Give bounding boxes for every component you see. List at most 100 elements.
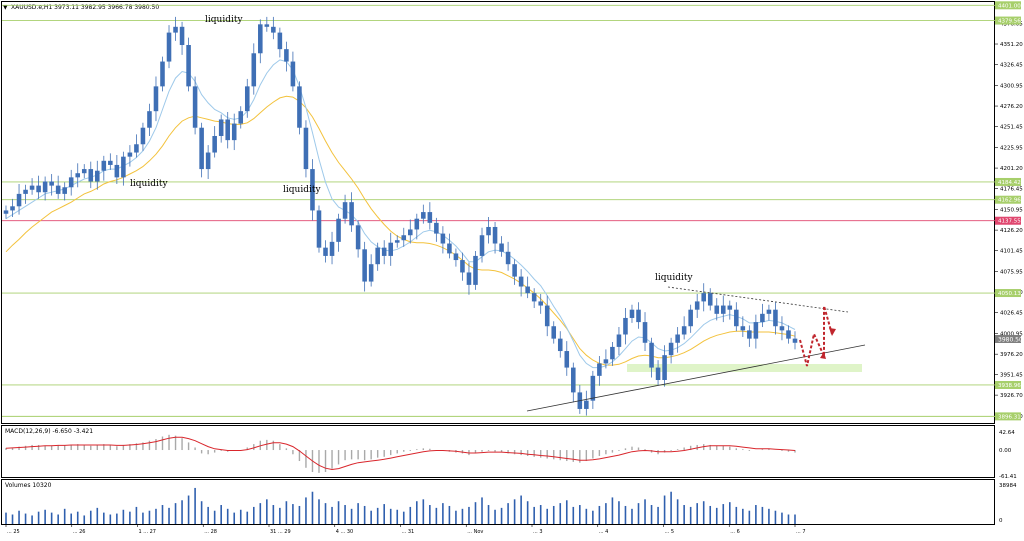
time-tick-label: ... 25 [7,529,20,535]
candle [10,198,15,218]
time-tick-label: ... 5 [665,529,675,535]
candle [694,293,700,318]
candle [218,114,224,143]
candle [616,327,622,356]
candle [244,78,250,118]
candle [355,220,361,258]
level-price-tag [995,289,1021,298]
candle [238,106,244,129]
candle [707,288,713,311]
time-tick-label: ... 31 [402,529,415,535]
level-price-tag [995,177,1021,186]
macd-panel[interactable] [1,425,995,478]
volume-tick-label: 38984 [999,483,1017,489]
candle [88,161,94,189]
level-price-label: 3896.31 [998,414,1021,420]
candle [407,219,413,244]
price-tick-label: 4000.95 [1000,332,1023,338]
candle [623,308,628,345]
price-tick-label: 4276.20 [1000,104,1023,110]
candle [231,113,237,151]
candle [95,160,100,190]
candle [557,331,563,358]
candle [642,312,648,352]
candle [544,295,550,337]
level-price-label: 3938.96 [998,383,1021,389]
candle [342,194,348,224]
dropdown-arrow-icon[interactable]: ▼ [3,4,8,11]
level-price-label: 4050.13 [998,291,1021,297]
price-tick-label: 4075.95 [1000,270,1023,276]
candle [460,252,465,281]
price-tick-label: 3951.45 [1000,373,1023,379]
candle [505,241,511,271]
macd-tick-label: 0.00 [999,448,1012,454]
volume-title: Volumes 10320 [5,482,52,489]
time-axis: ... 25 ... 26 1 ... 27 ... 28 31 ... 29 4 ...… [5,524,806,535]
price-panel[interactable] [1,1,995,424]
candle [329,231,335,265]
candle [362,241,367,292]
candle [251,43,257,95]
candle [597,356,602,386]
projection-path [799,305,833,367]
annotation-liquidity-4: liquidity [655,273,693,283]
symbol-info: XAUUSD.e,H1 3973.11 3982.95 3966.78 3980… [11,4,159,11]
candle [140,122,146,151]
candle [538,293,543,314]
time-tick-label: ... Nov [467,529,483,535]
header: ▼ XAUUSD.e,H1 3973.11 3982.95 3966.78 39… [3,4,159,11]
candle [179,21,185,55]
volume-panel[interactable] [1,479,995,525]
candle [434,217,439,242]
candle [49,174,54,196]
candle [375,242,380,271]
macd-axis: 42.64 0.00 -61.41 [999,430,1017,480]
candle [121,151,126,186]
candle [42,176,48,201]
volume-axis: 38984 0 [999,483,1017,524]
level-price-tag [995,16,1021,25]
candle [421,204,426,224]
candle [153,76,159,122]
arrowhead-icon [829,328,836,336]
price-tick-label: 4126.20 [1000,228,1023,234]
candle [75,163,81,188]
time-tick-label: 1 ... 27 [139,529,157,535]
candle [36,175,41,199]
price-tick-label: 3976.20 [1000,352,1023,358]
candle [779,316,785,341]
candle [55,175,61,199]
candle [186,37,191,92]
candle [760,303,765,328]
price-tick-label: 4201.20 [1000,166,1023,172]
level-price-tag [995,1,1021,10]
candle [766,304,772,321]
level-price-tag [995,412,1021,421]
macd-histogram [5,434,796,473]
candle [440,226,446,254]
annotations: liquidity liquidity liquidity liquidity [130,15,693,283]
candle [192,76,198,135]
candle [199,122,204,178]
candle [466,262,472,295]
ma-fast-line [5,59,796,369]
horizontal-levels[interactable]: 4401.00 4379.56 4184.42 4162.96 4137.55 4050.… [2,1,1021,421]
candle [388,232,394,266]
price-tick-label: 4150.95 [1000,208,1023,214]
candle [101,155,107,181]
candle [212,126,217,158]
candle [427,202,433,230]
candle [727,300,733,320]
candle [316,205,322,253]
time-tick-label: 4 ... 30 [336,529,354,535]
candle [258,19,263,64]
annotation-liquidity-2: liquidity [130,179,168,189]
price-tick-label: 4176.45 [1000,187,1023,193]
candle [336,213,341,252]
arrowhead-icon [820,352,826,359]
time-tick-label: ... 3 [533,529,543,535]
level-price-label: 4162.96 [998,198,1021,204]
